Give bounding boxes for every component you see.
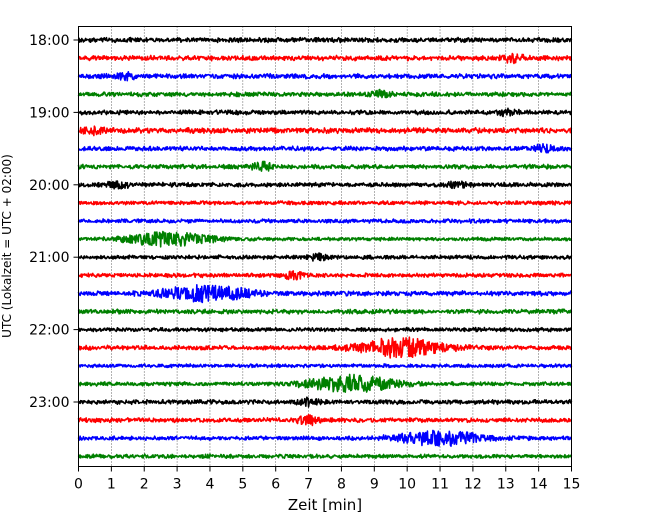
seismic-trace — [77, 308, 573, 315]
seismic-trace — [77, 107, 573, 118]
x-tick-label: 9 — [370, 477, 379, 493]
seismic-trace — [77, 160, 573, 172]
y-axis-label: UTC (Lokalzeit = UTC + 02:00) — [0, 154, 14, 338]
seismic-trace — [77, 336, 573, 359]
x-tick-label: 5 — [238, 477, 247, 493]
seismic-trace — [77, 396, 573, 408]
seismic-trace — [77, 70, 573, 82]
seismic-trace — [77, 413, 573, 427]
x-tick-label: 8 — [337, 477, 346, 493]
seismic-trace — [77, 218, 573, 224]
seismic-trace — [77, 363, 573, 369]
x-tick-label: 15 — [563, 477, 581, 493]
x-tick-label: 6 — [271, 477, 280, 493]
seismic-trace — [77, 429, 573, 447]
seismic-trace — [77, 88, 573, 99]
y-tick-label: 22:00 — [29, 323, 69, 339]
x-axis-ticks: 0 1 2 3 4 5 6 7 8 9 10 11 12 13 14 15 — [74, 466, 581, 493]
seismic-trace — [77, 200, 573, 206]
seismic-trace — [77, 284, 573, 304]
seismic-trace — [77, 230, 573, 248]
x-tick-label: 11 — [431, 477, 449, 493]
seismic-trace — [78, 373, 572, 393]
y-tick-label: 21:00 — [29, 250, 69, 266]
x-tick-label: 0 — [74, 477, 83, 493]
seismic-trace — [78, 143, 573, 154]
seismic-trace — [77, 453, 573, 460]
seismic-trace — [78, 270, 572, 281]
plot-frame — [78, 26, 572, 467]
seismic-trace — [78, 180, 573, 190]
x-tick-label: 2 — [140, 477, 149, 493]
y-tick-label: 18:00 — [29, 33, 69, 49]
seismic-trace — [77, 52, 573, 65]
x-tick-label: 1 — [107, 477, 116, 493]
x-tick-label: 14 — [530, 477, 548, 493]
seismic-trace — [78, 36, 573, 44]
x-axis-label: Zeit [min] — [288, 496, 362, 514]
seismic-trace — [77, 252, 573, 262]
y-axis-ticks: 18:00 19:00 20:00 21:00 22:00 23:00 — [29, 33, 79, 411]
y-tick-label: 19:00 — [29, 105, 69, 121]
x-tick-label: 12 — [464, 477, 482, 493]
x-tick-label: 3 — [173, 477, 182, 493]
x-tick-label: 7 — [304, 477, 313, 493]
x-tick-label: 13 — [497, 477, 515, 493]
x-tick-label: 10 — [398, 477, 416, 493]
y-tick-label: 23:00 — [29, 395, 69, 411]
seismic-trace — [77, 125, 573, 137]
seismic-traces — [77, 36, 573, 460]
x-tick-label: 4 — [206, 477, 215, 493]
seismic-trace — [77, 326, 572, 333]
y-tick-label: 20:00 — [29, 178, 69, 194]
grid-lines — [111, 26, 539, 467]
